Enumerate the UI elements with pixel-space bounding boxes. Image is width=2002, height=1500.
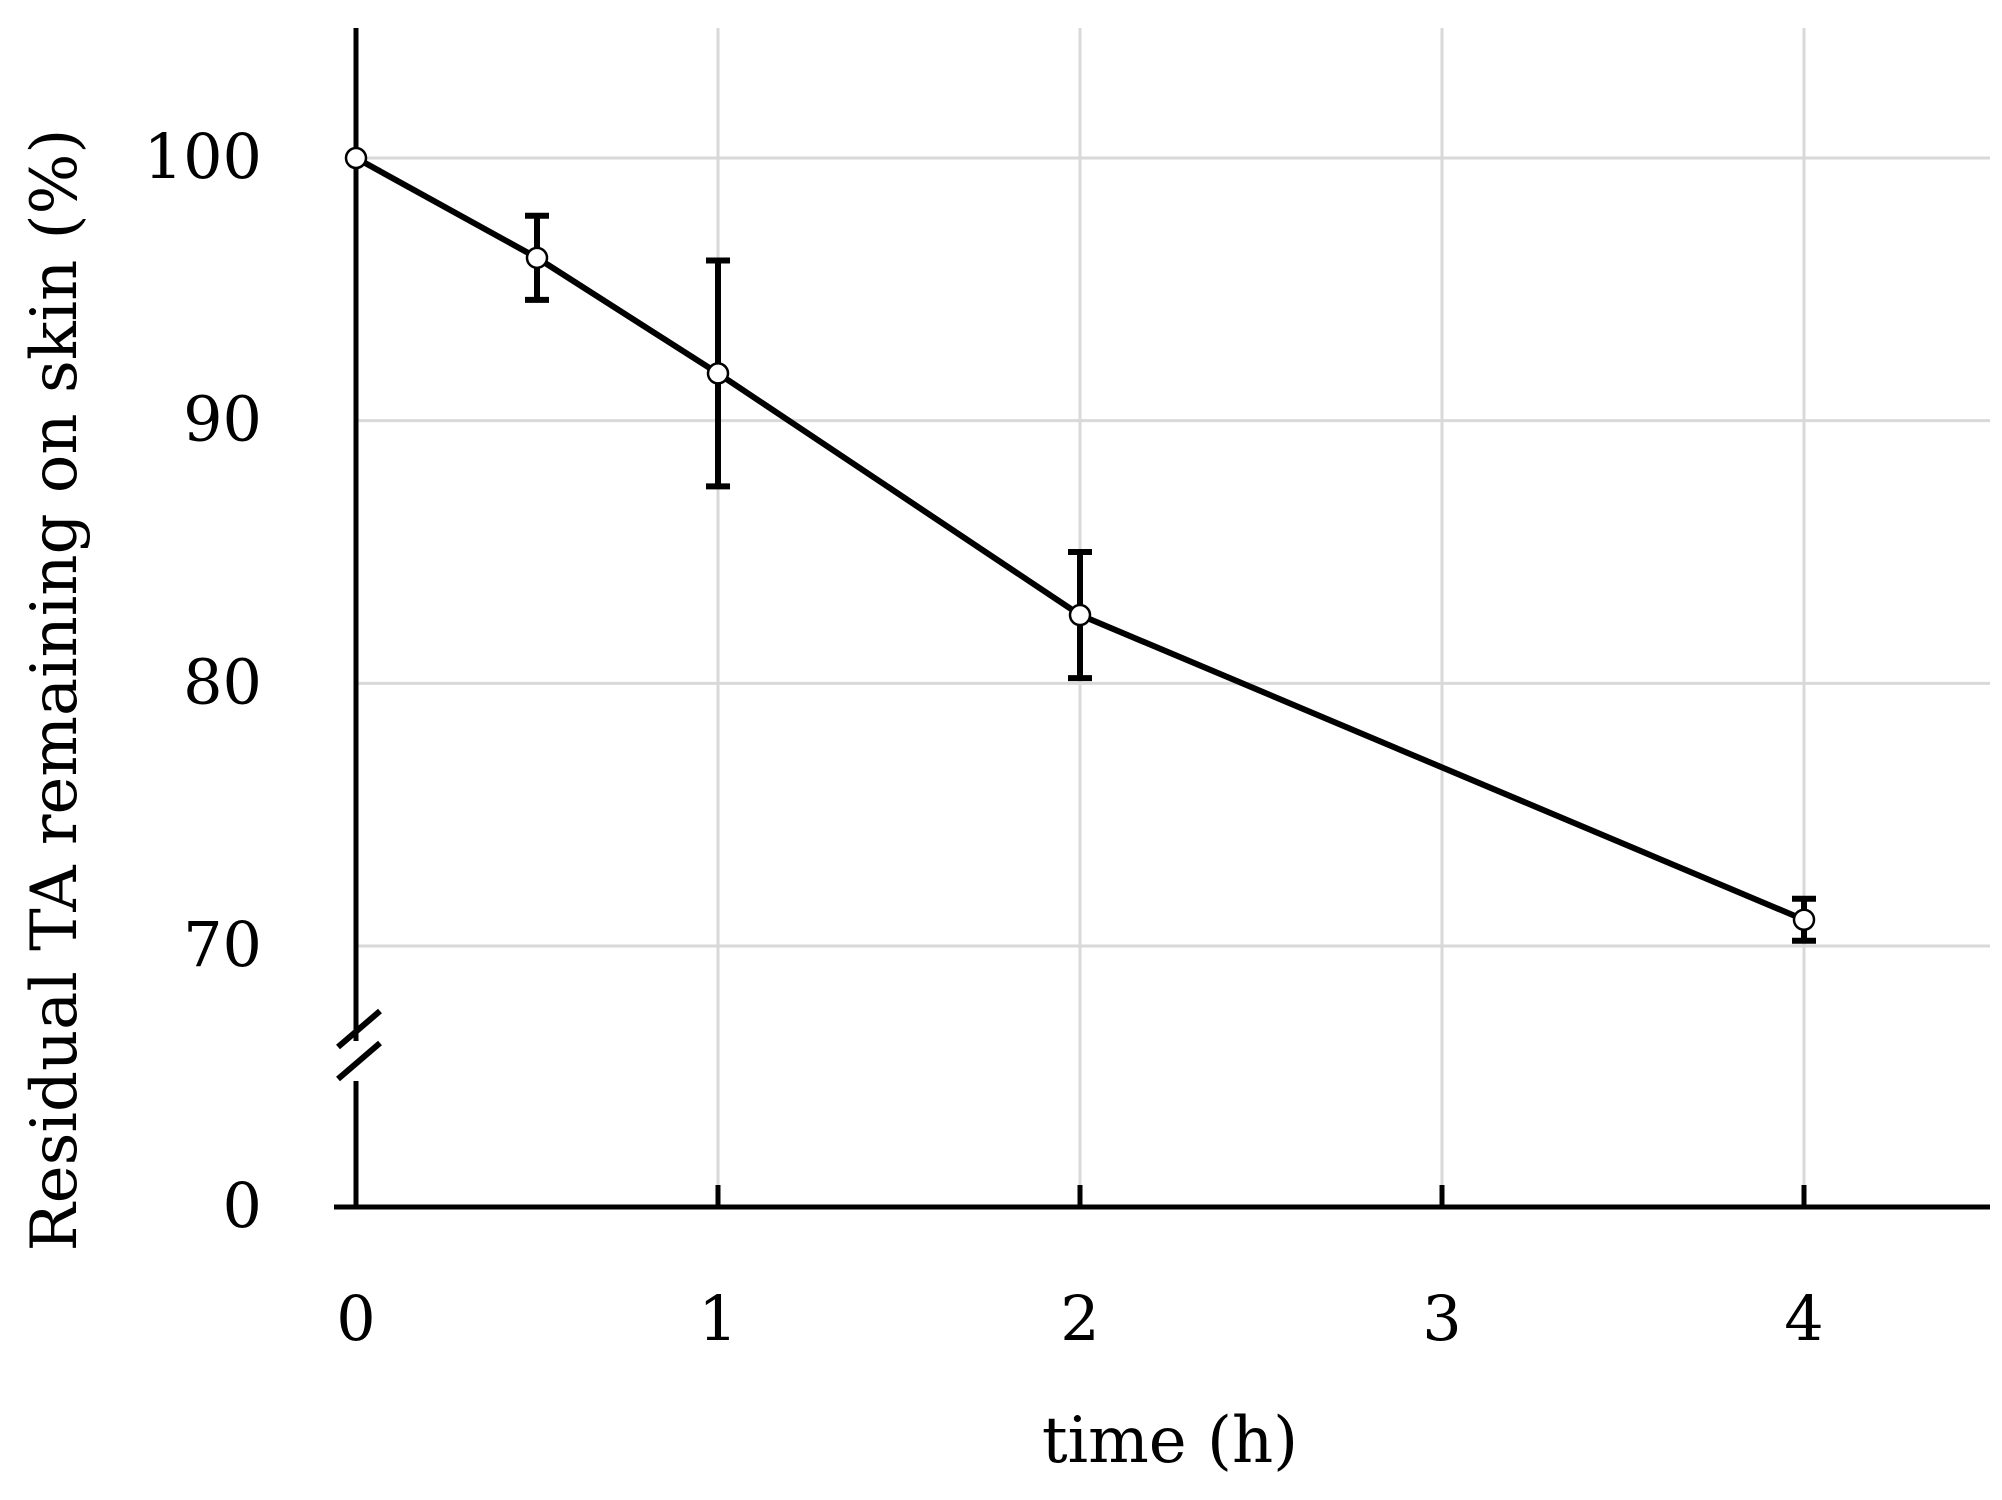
x-tick-label: 4 [1784,1282,1823,1355]
y-axis-title: Residual TA remaining on skin (%) [18,129,92,1252]
axis-break-mark [336,1008,382,1050]
axis-break-mark [336,1040,382,1082]
y-tick-label: 90 [183,383,262,456]
tick-labels: 0 1 2 3 4 0 70 80 90 100 [144,120,1824,1355]
y-tick-label: 100 [144,120,262,193]
x-tick-label: 1 [698,1282,737,1355]
y-tick-label: 70 [183,908,262,981]
x-tick-label: 3 [1422,1282,1461,1355]
data-point [1792,908,1816,931]
x-tick-label: 0 [336,1282,375,1355]
x-axis-title: time (h) [1042,1404,1298,1478]
y-tick-label: 0 [223,1169,262,1242]
data-point [525,246,549,270]
x-tick-label: 2 [1060,1282,1099,1355]
grid [356,28,1990,1207]
data-point [1068,603,1092,627]
data-series [344,146,1816,944]
y-tick-label: 80 [183,645,262,718]
data-point [706,362,730,385]
axes [334,28,1990,1210]
data-point [344,146,368,170]
